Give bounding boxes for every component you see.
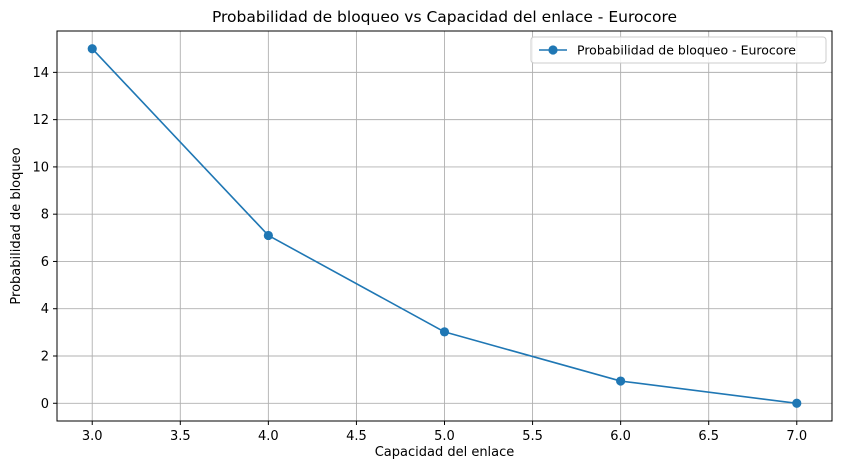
grid [57,31,832,421]
legend: Probabilidad de bloqueo - Eurocore [530,36,827,64]
x-tick-label: 5.0 [434,429,455,444]
data-point [439,327,450,337]
y-tick-label: 2 [41,350,49,365]
x-tick-label: 3.0 [82,429,103,444]
chart-title: Probabilidad de bloqueo vs Capacidad del… [212,8,677,26]
y-axis-title: Probabilidad de bloqueo [9,147,24,304]
data-point [792,398,802,408]
data-point [87,44,97,54]
y-tick-label: 14 [32,66,49,81]
x-tick-label: 6.0 [610,429,631,444]
x-tick-label: 5.5 [522,429,543,444]
y-tick-label: 10 [32,160,49,175]
x-axis-title: Capacidad del enlace [375,445,515,460]
x-tick-label: 4.0 [258,429,279,444]
legend-marker [548,45,558,55]
data-point [616,376,626,386]
x-tick-label: 6.5 [698,429,719,444]
x-tick-label: 3.5 [170,429,191,444]
legend-label: Probabilidad de bloqueo - Eurocore [577,43,796,58]
data-point [263,230,273,241]
legend-box [530,36,827,64]
y-tick-label: 12 [32,113,49,128]
y-tick-label: 6 [41,255,49,270]
y-tick-label: 4 [41,302,49,317]
y-tick-label: 8 [41,208,49,223]
y-tick-label: 0 [41,397,49,412]
series-layer [87,44,802,408]
x-tick-label: 7.0 [786,429,807,444]
axes: 3.0 3.5 4.0 4.5 5.0 5.5 6.0 6.5 7.0 0 2 4 6 8 10 12 14 [32,30,833,444]
x-tick-label: 4.5 [346,429,367,444]
